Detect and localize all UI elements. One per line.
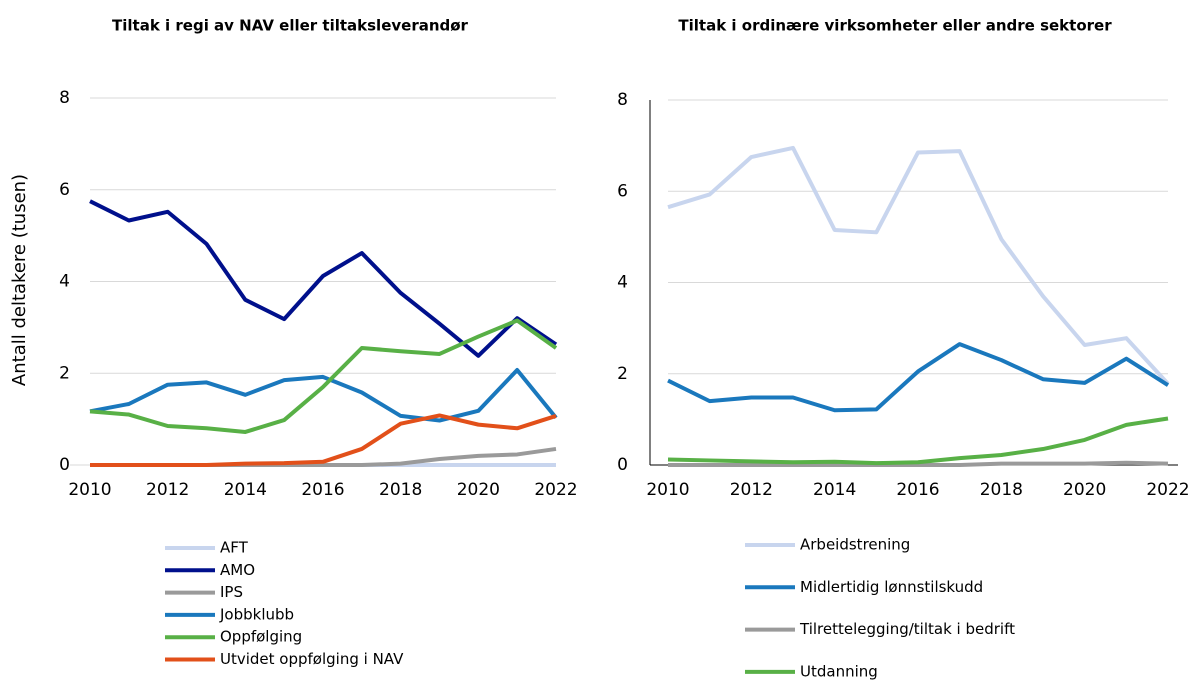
x-tick-label: 2014 <box>813 480 856 500</box>
x-tick-label: 2022 <box>534 480 577 500</box>
legend-label: AMO <box>220 561 255 579</box>
chart-title: Tiltak i ordinære virksomheter eller and… <box>678 17 1112 35</box>
x-tick-label: 2010 <box>646 480 689 500</box>
x-tick-label: 2022 <box>1146 480 1189 500</box>
y-axis-label: Antall deltakere (tusen) <box>9 174 30 386</box>
series-line <box>667 342 1170 413</box>
legend-label: IPS <box>220 583 243 601</box>
y-tick-label: 2 <box>59 363 70 383</box>
legend-label: AFT <box>220 539 249 557</box>
x-tick-label: 2012 <box>730 480 773 500</box>
series-line <box>90 413 557 467</box>
legend-label: Midlertidig lønnstilskudd <box>800 578 983 596</box>
legend-label: Utvidet oppfølging i NAV <box>220 650 404 668</box>
x-tick-label: 2018 <box>980 480 1023 500</box>
x-tick-label: 2010 <box>68 480 111 500</box>
x-tick-label: 2014 <box>224 480 267 500</box>
x-tick-label: 2016 <box>301 480 344 500</box>
y-tick-label: 8 <box>617 90 628 110</box>
series-line <box>89 368 558 423</box>
y-tick-label: 0 <box>59 455 70 475</box>
x-tick-label: 2016 <box>896 480 939 500</box>
series-line <box>89 318 558 434</box>
legend-label: Tilrettelegging/tiltak i bedrift <box>799 620 1015 638</box>
y-tick-label: 4 <box>617 273 628 293</box>
series-line <box>667 416 1169 466</box>
x-tick-label: 2012 <box>146 480 189 500</box>
x-tick-label: 2018 <box>379 480 422 500</box>
legend-label: Oppfølging <box>220 628 302 646</box>
y-tick-label: 2 <box>617 364 628 384</box>
y-tick-label: 4 <box>59 272 70 292</box>
x-tick-label: 2020 <box>457 480 500 500</box>
chart-title: Tiltak i regi av NAV eller tiltakslevera… <box>112 17 469 35</box>
x-tick-label: 2020 <box>1063 480 1106 500</box>
y-tick-label: 8 <box>59 88 70 108</box>
legend-label: Utdanning <box>800 662 878 680</box>
y-tick-label: 6 <box>59 180 70 200</box>
y-tick-label: 6 <box>617 181 628 201</box>
series-line <box>667 145 1170 386</box>
legend-label: Jobbklubb <box>219 605 294 623</box>
series-line <box>668 460 1169 467</box>
series-line <box>89 199 558 358</box>
y-tick-label: 0 <box>617 455 628 475</box>
legend-label: Arbeidstrening <box>800 536 910 554</box>
